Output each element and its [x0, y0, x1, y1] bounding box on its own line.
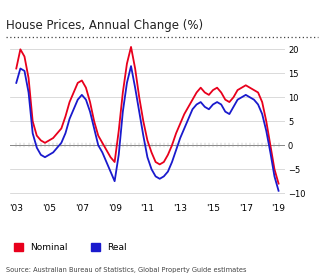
Text: House Prices, Annual Change (%): House Prices, Annual Change (%) — [6, 19, 203, 32]
Legend: Nominal, Real: Nominal, Real — [14, 243, 126, 252]
Text: Source: Australian Bureau of Statistics, Global Property Guide estimates: Source: Australian Bureau of Statistics,… — [6, 267, 247, 273]
